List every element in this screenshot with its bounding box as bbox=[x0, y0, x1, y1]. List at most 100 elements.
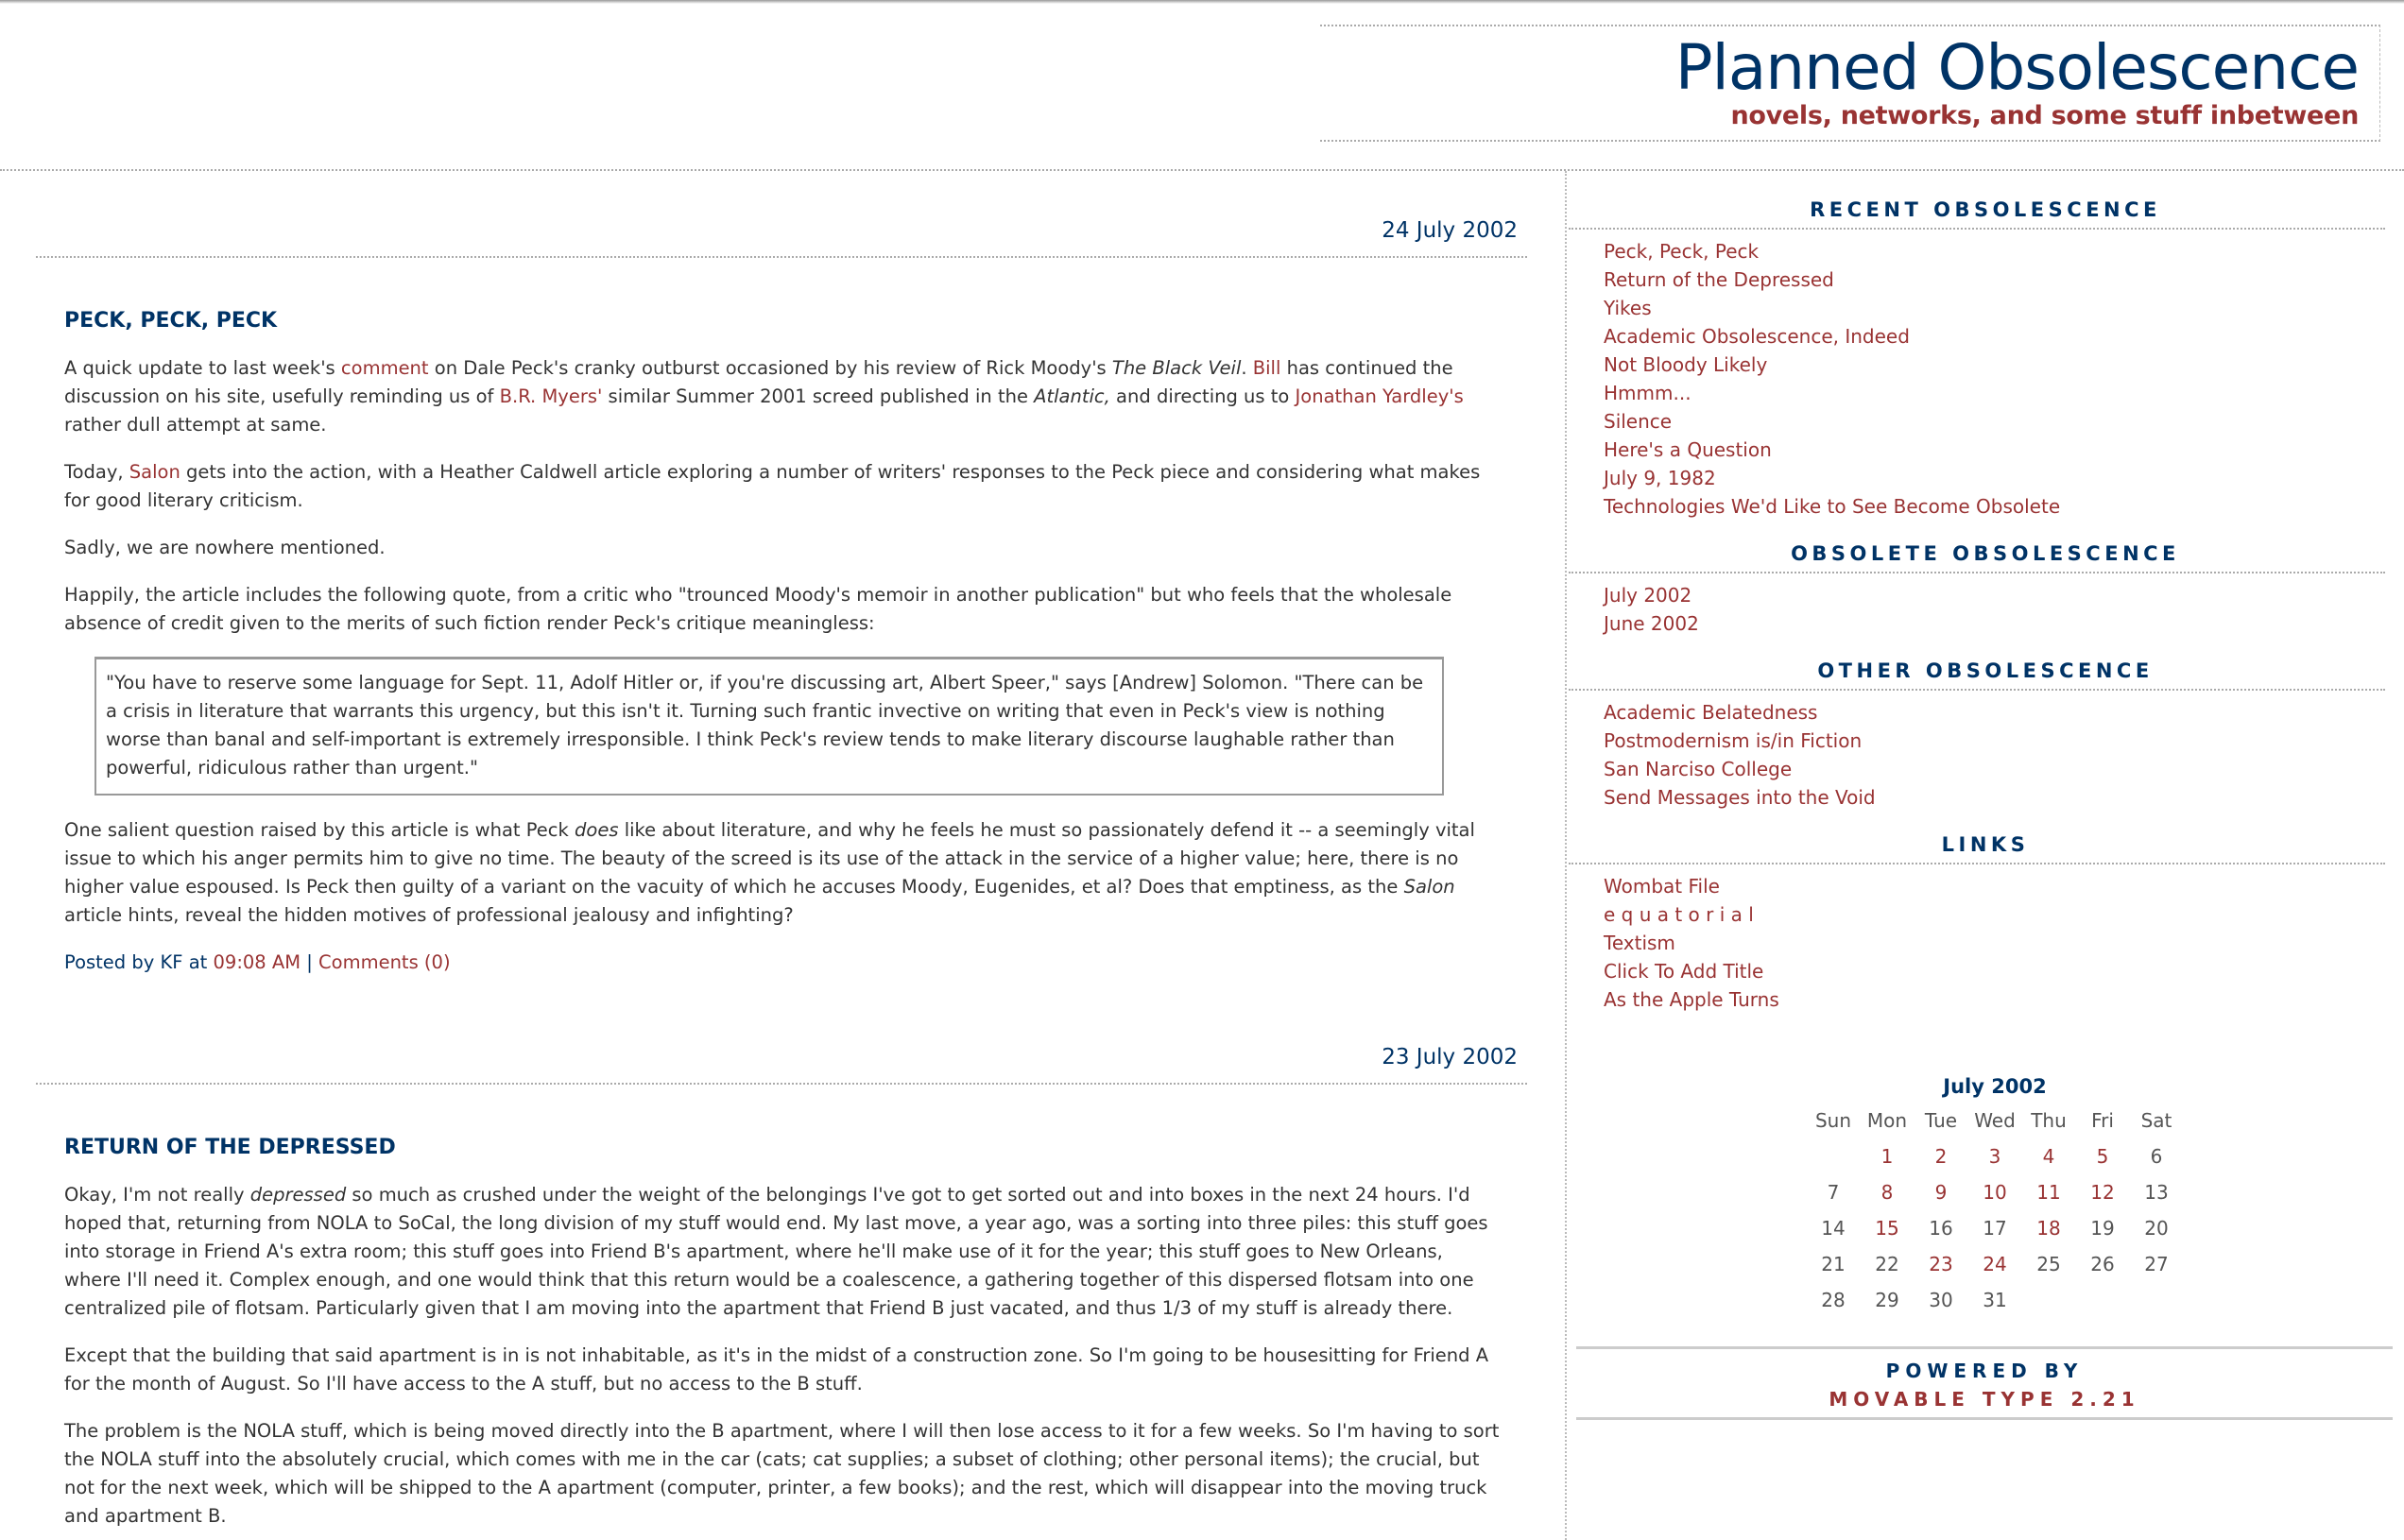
sidebar-item: Yikes bbox=[1604, 294, 2404, 322]
separator: | bbox=[300, 951, 319, 973]
sidebar-link[interactable]: Wombat File bbox=[1604, 875, 1720, 898]
sidebar-link[interactable]: Send Messages into the Void bbox=[1604, 786, 1876, 809]
calendar-day-link[interactable]: 11 bbox=[2036, 1181, 2061, 1204]
post-title: PECK, PECK, PECK bbox=[64, 309, 278, 333]
calendar-grid: Sun Mon Tue Wed Thu Fri Sat 1 2 3 4 5 6 7 8 9 10 11 12 13 14… bbox=[1807, 1103, 2184, 1318]
calendar-cell: 3 bbox=[1968, 1138, 2022, 1174]
calendar-week: 1 2 3 4 5 6 bbox=[1807, 1138, 2184, 1174]
blog-title[interactable]: Planned Obsolescence bbox=[1674, 31, 2360, 104]
calendar-cell: 11 bbox=[2022, 1174, 2076, 1210]
sidebar-link[interactable]: Return of the Depressed bbox=[1604, 268, 1834, 291]
calendar-cell: 21 bbox=[1807, 1246, 1861, 1282]
inline-link[interactable]: comment bbox=[340, 357, 429, 379]
calendar-day: 30 bbox=[1929, 1289, 1953, 1311]
calendar-day: 29 bbox=[1875, 1289, 1899, 1311]
calendar-day-header: Sun bbox=[1814, 1109, 1852, 1132]
calendar-cell: 4 bbox=[2022, 1138, 2076, 1174]
sidebar-link[interactable]: Here's a Question bbox=[1604, 438, 1772, 461]
calendar-day-link[interactable]: 8 bbox=[1880, 1181, 1894, 1204]
sidebar-link[interactable]: Textism bbox=[1604, 932, 1675, 954]
comments-link[interactable]: Comments (0) bbox=[318, 951, 451, 973]
emphasis-text: The Black Veil bbox=[1111, 357, 1242, 379]
inline-link[interactable]: Salon bbox=[129, 461, 180, 483]
sidebar-item: Postmodernism is/in Fiction bbox=[1604, 727, 2404, 755]
calendar-day: 17 bbox=[1983, 1217, 2007, 1240]
sidebar-link[interactable]: San Narciso College bbox=[1604, 758, 1793, 780]
sidebar-item: Return of the Depressed bbox=[1604, 265, 2404, 294]
calendar-day-link[interactable]: 5 bbox=[2096, 1145, 2109, 1168]
calendar-day-link[interactable]: 3 bbox=[1988, 1145, 2001, 1168]
calendar-day: 16 bbox=[1929, 1217, 1953, 1240]
sidebar-item: Click To Add Title bbox=[1604, 957, 2404, 985]
calendar-cell: 18 bbox=[2022, 1210, 2076, 1246]
calendar-day-link[interactable]: 10 bbox=[1983, 1181, 2007, 1204]
post-paragraph: Happily, the article includes the follow… bbox=[64, 581, 1501, 638]
calendar-cell: 5 bbox=[2076, 1138, 2130, 1174]
column-divider bbox=[1565, 171, 1567, 1540]
sidebar-item: Send Messages into the Void bbox=[1604, 783, 2404, 812]
calendar-day-link[interactable]: 15 bbox=[1875, 1217, 1899, 1240]
calendar-day-link[interactable]: 2 bbox=[1934, 1145, 1948, 1168]
inline-link[interactable]: Jonathan Yardley's bbox=[1295, 385, 1464, 407]
post-footer: Posted by KF at 09:08 AM | Comments (0) bbox=[64, 949, 1501, 977]
calendar-day-link[interactable]: 4 bbox=[2042, 1145, 2055, 1168]
inline-link[interactable]: B.R. Myers' bbox=[499, 385, 603, 407]
sidebar-link[interactable]: e q u a t o r i a l bbox=[1604, 903, 1754, 926]
sidebar-link[interactable]: Peck, Peck, Peck bbox=[1604, 240, 1760, 263]
calendar-day-header: Mon bbox=[1866, 1109, 1908, 1132]
sidebar-item: Technologies We'd Like to See Become Obs… bbox=[1604, 492, 2404, 521]
calendar-day-link[interactable]: 18 bbox=[2036, 1217, 2061, 1240]
calendar-cell: 14 bbox=[1807, 1210, 1861, 1246]
calendar-day: 7 bbox=[1827, 1181, 1840, 1204]
permalink-time[interactable]: 09:08 AM bbox=[213, 951, 301, 973]
sidebar-link[interactable]: Yikes bbox=[1604, 297, 1652, 319]
blog-subtitle: novels, networks, and some stuff inbetwe… bbox=[1730, 101, 2359, 130]
paragraph-text: has continued the discussion on his site… bbox=[64, 357, 1453, 407]
sidebar-item: Silence bbox=[1604, 407, 2404, 436]
paragraph-text: rather dull attempt at same. bbox=[64, 414, 327, 436]
inline-link[interactable]: Bill bbox=[1252, 357, 1281, 379]
calendar-day: 22 bbox=[1875, 1253, 1899, 1275]
calendar-week: 14 15 16 17 18 19 20 bbox=[1807, 1210, 2184, 1246]
sidebar-link[interactable]: June 2002 bbox=[1604, 612, 1699, 635]
calendar-day-header: Tue bbox=[1924, 1109, 1958, 1132]
sidebar-item: Hmmm... bbox=[1604, 379, 2404, 407]
post-paragraph: Okay, I'm not really depressed so much a… bbox=[64, 1181, 1501, 1323]
calendar-cell bbox=[1807, 1138, 1861, 1174]
calendar-day-link[interactable]: 24 bbox=[1983, 1253, 2007, 1275]
sidebar-link[interactable]: July 2002 bbox=[1604, 584, 1692, 607]
calendar-cell bbox=[2022, 1282, 2076, 1318]
paragraph-text: Except that the building that said apart… bbox=[64, 1344, 1489, 1395]
sidebar-link[interactable]: Academic Obsolescence, Indeed bbox=[1604, 325, 1910, 348]
sidebar-link[interactable]: Click To Add Title bbox=[1604, 960, 1764, 983]
sidebar-link[interactable]: Not Bloody Likely bbox=[1604, 353, 1768, 376]
movable-type-link[interactable]: MOVABLE TYPE 2.21 bbox=[1829, 1388, 2140, 1411]
paragraph-text: Today, bbox=[64, 461, 129, 483]
sidebar-divider bbox=[1569, 572, 2385, 573]
sidebar-item: Peck, Peck, Peck bbox=[1604, 237, 2404, 265]
calendar-day-link[interactable]: 23 bbox=[1929, 1253, 1953, 1275]
sidebar-link[interactable]: Postmodernism is/in Fiction bbox=[1604, 729, 1863, 752]
calendar-day-link[interactable]: 1 bbox=[1880, 1145, 1894, 1168]
sidebar-link[interactable]: Hmmm... bbox=[1604, 382, 1691, 404]
calendar-day: 25 bbox=[2036, 1253, 2061, 1275]
sidebar-link[interactable]: As the Apple Turns bbox=[1604, 988, 1779, 1011]
sidebar-link[interactable]: Silence bbox=[1604, 410, 1673, 433]
header-divider bbox=[0, 169, 2404, 171]
calendar-week: 28 29 30 31 bbox=[1807, 1282, 2184, 1318]
sidebar-divider bbox=[1569, 863, 2385, 864]
calendar-day-link[interactable]: 9 bbox=[1934, 1181, 1948, 1204]
post-paragraph: Sadly, we are nowhere mentioned. bbox=[64, 534, 1501, 562]
calendar-cell: 16 bbox=[1915, 1210, 1968, 1246]
sidebar-link[interactable]: Technologies We'd Like to See Become Obs… bbox=[1604, 495, 2061, 518]
calendar-cell: 28 bbox=[1807, 1282, 1861, 1318]
paragraph-text: and directing us to bbox=[1109, 385, 1296, 407]
post-paragraph: One salient question raised by this arti… bbox=[64, 816, 1501, 930]
sidebar-item: Here's a Question bbox=[1604, 436, 2404, 464]
post-date: 24 July 2002 bbox=[1382, 218, 1518, 243]
calendar-day-link[interactable]: 12 bbox=[2090, 1181, 2115, 1204]
sidebar-link[interactable]: July 9, 1982 bbox=[1604, 467, 1716, 489]
sidebar-heading-other: OTHER OBSOLESCENCE bbox=[1817, 659, 2154, 682]
sidebar-link[interactable]: Academic Belatedness bbox=[1604, 701, 1818, 724]
paragraph-text: gets into the action, with a Heather Cal… bbox=[64, 461, 1481, 511]
